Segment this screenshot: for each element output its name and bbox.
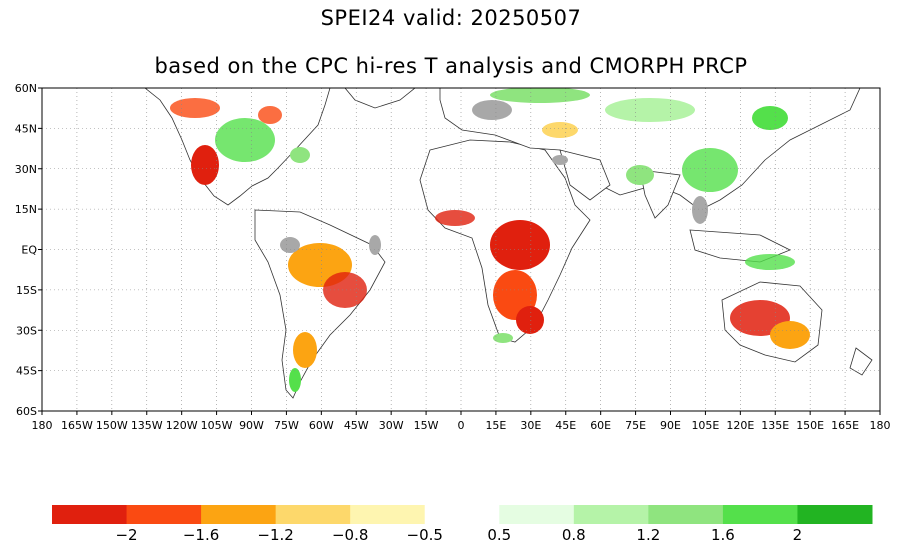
lon-tick-label: 105E	[691, 419, 719, 432]
colorbar-swatch	[722, 505, 798, 524]
colorbar-swatch	[275, 505, 351, 524]
lon-tick-label: 30W	[379, 419, 404, 432]
lon-tick-label: 90E	[660, 419, 681, 432]
colorbar-swatch	[201, 505, 277, 524]
lon-tick-label: 75W	[274, 419, 299, 432]
colorbar-swatch	[797, 505, 873, 524]
wet-regions	[215, 88, 795, 392]
lon-tick-label: 60E	[590, 419, 611, 432]
colorbar-swatch	[573, 505, 649, 524]
latitude-axis: 60N 45N 30N 15N EQ 15S 30S 45S 60S	[15, 82, 42, 418]
lon-tick-label: 165W	[61, 419, 93, 432]
lat-tick-label: 15N	[15, 203, 37, 216]
map-subtitle: based on the CPC hi-res T analysis and C…	[154, 54, 748, 78]
lat-tick-label: 45S	[16, 365, 37, 378]
lon-tick-label: 135E	[761, 419, 789, 432]
map-layer	[144, 88, 873, 399]
lon-tick-label: 180	[870, 419, 891, 432]
lat-tick-label: 60N	[15, 82, 37, 95]
colorbar-label: 1.2	[636, 526, 660, 544]
lon-tick-label: 135W	[131, 419, 163, 432]
lon-tick-label: 90W	[239, 419, 264, 432]
lon-tick-label: 30E	[520, 419, 541, 432]
lon-tick-label: 15E	[485, 419, 506, 432]
longitude-axis: 180 165W 150W 135W 120W 105W 90W 75W 60W 45W 30W 15…	[32, 411, 891, 432]
colorbar-label: 0.8	[562, 526, 586, 544]
lat-tick-label: 45N	[15, 122, 37, 135]
colorbar-label: −2	[115, 526, 137, 544]
colorbar-swatch	[648, 505, 724, 524]
lon-tick-label: 150E	[796, 419, 824, 432]
lon-tick-label: 45E	[555, 419, 576, 432]
lon-tick-label: 45W	[344, 419, 369, 432]
colorbar-swatch	[126, 505, 202, 524]
drought-regions	[170, 98, 810, 368]
no-data-regions	[280, 100, 708, 255]
colorbar-label: 0.5	[487, 526, 511, 544]
colorbar-swatch	[52, 505, 128, 524]
colorbar-label: 1.6	[711, 526, 735, 544]
colorbar-label: 2	[793, 526, 803, 544]
map-title: SPEI24 valid: 20250507	[320, 6, 582, 30]
lon-tick-label: 60W	[309, 419, 334, 432]
lat-tick-label: 60S	[16, 405, 37, 418]
lat-tick-label: 30N	[15, 163, 37, 176]
lon-tick-label: 75E	[625, 419, 646, 432]
lon-tick-label: 150W	[96, 419, 128, 432]
lon-tick-label: 105W	[201, 419, 233, 432]
colorbar-swatch	[499, 505, 575, 524]
lon-tick-label: 120W	[166, 419, 198, 432]
colorbar-swatch	[424, 505, 500, 524]
lat-tick-label: 15S	[16, 284, 37, 297]
colorbar-label: −0.8	[332, 526, 368, 544]
lon-tick-label: 0	[458, 419, 465, 432]
colorbar-label: −0.5	[407, 526, 443, 544]
lat-tick-label: EQ	[21, 244, 37, 257]
lat-tick-label: 30S	[16, 324, 37, 337]
colorbar-swatch	[350, 505, 426, 524]
lon-tick-label: 180	[32, 419, 53, 432]
colorbar-label: −1.2	[257, 526, 293, 544]
lon-tick-label: 165E	[831, 419, 859, 432]
lon-tick-label: 120E	[726, 419, 754, 432]
colorbar-label: −1.6	[183, 526, 219, 544]
lon-tick-label: 15W	[414, 419, 439, 432]
colorbar: −2 −1.6 −1.2 −0.8 −0.5 0.5 0.8 1.2 1.6 2	[52, 505, 873, 544]
